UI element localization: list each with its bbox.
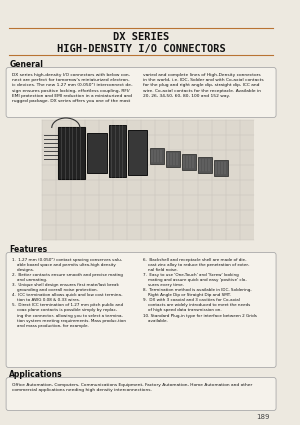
Bar: [58, 127, 85, 179]
Text: Features: Features: [9, 245, 47, 254]
Text: 189: 189: [256, 414, 270, 420]
FancyBboxPatch shape: [6, 377, 276, 411]
FancyBboxPatch shape: [6, 252, 276, 368]
Text: 1.  1.27 mm (0.050") contact spacing conserves valu-
    able board space and pe: 1. 1.27 mm (0.050") contact spacing cons…: [12, 258, 126, 328]
Bar: [42, 120, 254, 240]
Bar: [109, 125, 126, 177]
Text: Applications: Applications: [9, 370, 63, 379]
Text: HIGH-DENSITY I/O CONNECTORS: HIGH-DENSITY I/O CONNECTORS: [57, 44, 226, 54]
FancyBboxPatch shape: [6, 68, 276, 117]
Bar: [182, 154, 196, 170]
Bar: [214, 160, 228, 176]
Bar: [86, 133, 107, 173]
Text: varied and complete lines of High-Density connectors
in the world, i.e. IDC, Sol: varied and complete lines of High-Densit…: [143, 73, 264, 98]
Bar: [199, 157, 212, 173]
Text: Office Automation, Computers, Communications Equipment, Factory Automation, Home: Office Automation, Computers, Communicat…: [12, 383, 253, 392]
Bar: [167, 151, 180, 167]
Text: DX series high-density I/O connectors with below con-
nect are perfect for tomor: DX series high-density I/O connectors wi…: [12, 73, 133, 103]
Bar: [151, 148, 164, 164]
Bar: [128, 130, 147, 175]
Text: 6.  Backshell and receptacle shell are made of die-
    cast zinc alloy to reduc: 6. Backshell and receptacle shell are ma…: [143, 258, 257, 323]
Text: DX SERIES: DX SERIES: [113, 32, 169, 42]
Text: General: General: [9, 60, 43, 69]
